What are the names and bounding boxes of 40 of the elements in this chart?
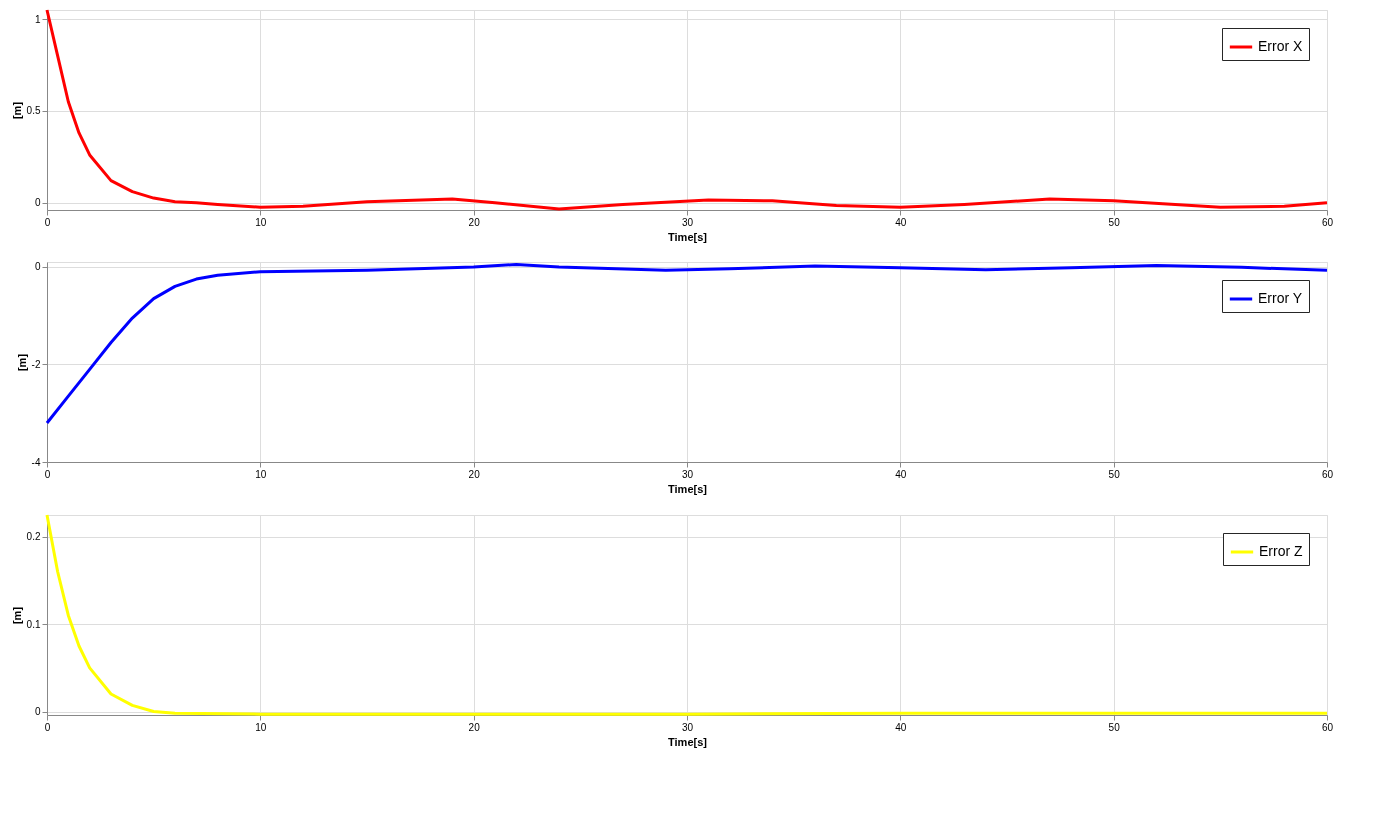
y-axis-title: [m] <box>15 353 28 372</box>
y-axis-title: [m] <box>10 606 23 625</box>
x-tick-label: 0 <box>44 721 51 733</box>
x-tick-label: 60 <box>1321 721 1334 733</box>
x-tick-label: 50 <box>1108 721 1121 733</box>
x-tick-label: 40 <box>895 468 907 480</box>
x-tick-label: 10 <box>255 721 267 733</box>
x-tick-label: 30 <box>681 721 694 733</box>
x-tick-label: 20 <box>468 216 481 228</box>
x-tick-label: 30 <box>681 468 694 480</box>
x-tick-label: 20 <box>468 468 481 480</box>
y-tick-label: -2 <box>31 358 41 370</box>
y-tick-label: 0.5 <box>26 105 41 117</box>
x-axis-title: Time[s] <box>668 735 708 748</box>
line-series <box>45 262 1329 425</box>
y-tick-label: 0 <box>34 706 41 718</box>
x-tick-label: 10 <box>255 468 267 480</box>
x-tick-label: 0 <box>44 468 51 480</box>
x-tick-label: 60 <box>1321 216 1334 228</box>
x-axis-title: Time[s] <box>668 482 708 495</box>
x-tick-label: 20 <box>468 721 481 733</box>
y-tick-label: 0.2 <box>26 531 41 543</box>
x-tick-label: 50 <box>1108 216 1121 228</box>
y-tick-label: 0 <box>34 197 41 209</box>
legend-label: Error X <box>1258 38 1303 54</box>
x-tick-label: 10 <box>255 216 267 228</box>
y-axis-title: [m] <box>10 101 23 120</box>
y-tick-label: 0.1 <box>26 618 41 630</box>
legend-label: Error Y <box>1258 290 1303 306</box>
y-tick-label: -4 <box>31 456 41 468</box>
x-tick-label: 40 <box>895 721 907 733</box>
x-axis-title: Time[s] <box>668 230 708 243</box>
x-tick-label: 40 <box>895 216 907 228</box>
x-tick-label: 50 <box>1108 468 1121 480</box>
y-tick-label: 0 <box>34 261 41 273</box>
x-tick-label: 60 <box>1321 468 1334 480</box>
y-tick-label: 1 <box>34 13 41 25</box>
x-tick-label: 0 <box>44 216 51 228</box>
legend-label: Error Z <box>1259 543 1303 559</box>
x-tick-label: 30 <box>681 216 694 228</box>
